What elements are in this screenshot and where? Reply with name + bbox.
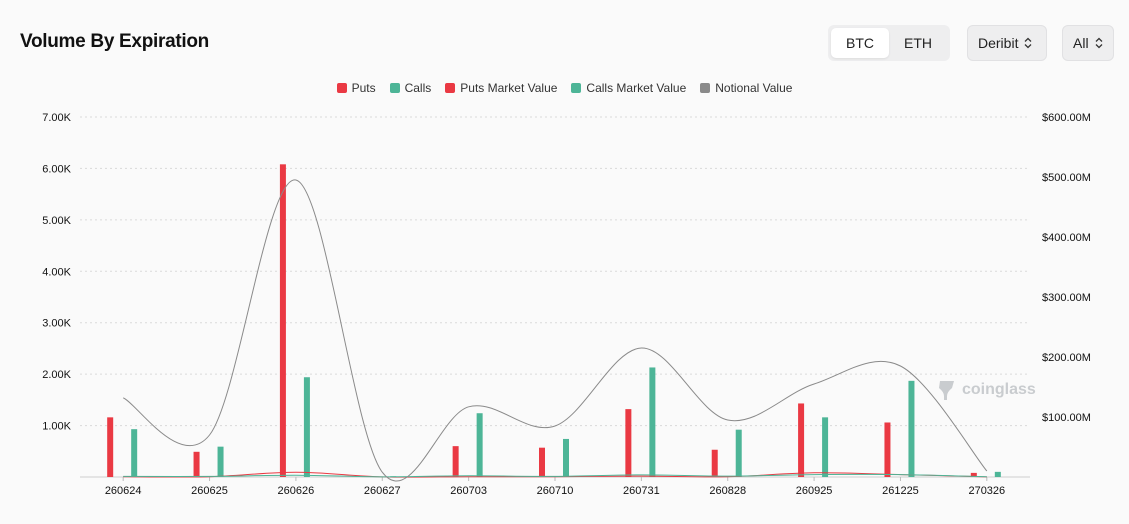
tab-btc[interactable]: BTC: [831, 28, 889, 58]
right-tick-label: $300.00M: [1042, 292, 1091, 304]
x-tick-label: 260828: [709, 485, 746, 497]
legend-item-calls[interactable]: Calls: [389, 81, 432, 95]
calls-bar: [303, 377, 310, 477]
notional-value-line: [122, 179, 988, 482]
right-tick-label: $500.00M: [1042, 172, 1091, 184]
legend-swatch: [445, 83, 456, 93]
puts-bar: [279, 164, 286, 478]
x-tick-label: 260627: [364, 485, 401, 497]
legend-item-notional-value[interactable]: Notional Value: [700, 81, 792, 95]
exchange-select-value: Deribit: [978, 35, 1019, 51]
chevron-updown-icon: [1024, 37, 1032, 49]
chart-legend: Puts Calls Puts Market Value Calls Marke…: [0, 81, 1129, 95]
calls-bar: [563, 438, 569, 477]
x-tick-label: 260710: [537, 485, 574, 497]
legend-item-puts[interactable]: Puts: [336, 81, 376, 95]
puts-bar: [539, 447, 545, 477]
watermark-text: coinglass: [962, 381, 1036, 398]
page-title: Volume By Expiration: [20, 31, 209, 52]
legend-label: Calls: [404, 81, 432, 95]
left-tick-label: 7.00K: [42, 112, 71, 124]
calls-bar: [649, 367, 656, 477]
puts-bar: [884, 422, 891, 477]
range-select[interactable]: All: [1062, 25, 1114, 61]
legend-item-puts-market-value[interactable]: Puts Market Value: [445, 81, 557, 95]
legend-label: Notional Value: [715, 81, 793, 95]
right-tick-label: $400.00M: [1042, 232, 1091, 244]
legend-label: Calls Market Value: [586, 81, 687, 95]
calls-bar: [735, 429, 742, 477]
exchange-select[interactable]: Deribit: [967, 25, 1047, 61]
calls-bar: [131, 429, 138, 477]
left-tick-label: 5.00K: [42, 215, 71, 227]
x-tick-label: 261225: [882, 485, 919, 497]
calls-bar: [476, 413, 483, 477]
left-tick-label: 2.00K: [42, 369, 71, 381]
calls-bar: [994, 471, 1001, 477]
legend-label: Puts: [351, 81, 376, 95]
x-tick-label: 270326: [968, 485, 1005, 497]
calls-bar: [217, 446, 224, 477]
currency-toggle: BTC ETH: [828, 25, 950, 61]
x-tick-label: 260626: [278, 485, 315, 497]
coinglass-watermark: coinglass: [936, 378, 1036, 402]
puts-bar: [970, 472, 977, 477]
puts-bar: [107, 417, 114, 477]
range-select-value: All: [1073, 35, 1089, 51]
puts-bar: [625, 409, 632, 477]
right-tick-label: $100.00M: [1042, 412, 1091, 424]
right-tick-label: $200.00M: [1042, 352, 1091, 364]
tab-eth[interactable]: ETH: [904, 35, 932, 51]
legend-item-calls-market-value[interactable]: Calls Market Value: [571, 81, 686, 95]
left-tick-label: 6.00K: [42, 163, 71, 175]
legend-swatch: [700, 83, 711, 93]
legend-swatch: [571, 83, 582, 93]
puts-bar: [711, 449, 718, 477]
puts-bar: [193, 451, 200, 477]
puts-bar: [798, 403, 805, 477]
calls-market-value-line: [123, 473, 987, 478]
calls-bar: [822, 417, 829, 477]
left-tick-label: 3.00K: [42, 318, 71, 330]
calls-bar: [908, 380, 915, 477]
x-tick-label: 260925: [796, 485, 833, 497]
legend-swatch: [336, 83, 347, 93]
puts-bar: [452, 446, 459, 477]
x-tick-label: 260624: [105, 485, 142, 497]
right-tick-label: $600.00M: [1042, 112, 1091, 124]
legend-label: Puts Market Value: [460, 81, 558, 95]
left-tick-label: 1.00K: [42, 421, 71, 433]
chevron-updown-icon: [1095, 37, 1103, 49]
legend-swatch: [389, 83, 400, 93]
coinglass-logo-icon: [939, 381, 954, 400]
x-tick-label: 260625: [191, 485, 228, 497]
x-tick-label: 260731: [623, 485, 660, 497]
left-tick-label: 4.00K: [42, 266, 71, 278]
x-tick-label: 260703: [450, 485, 487, 497]
